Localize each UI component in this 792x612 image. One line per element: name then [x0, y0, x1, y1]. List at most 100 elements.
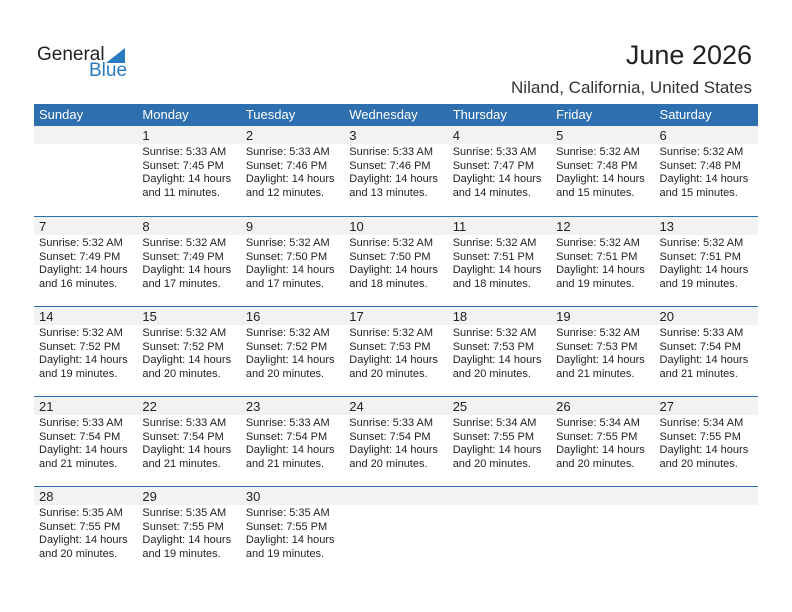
day-cell: 3 Sunrise: 5:33 AM Sunset: 7:46 PM Daylight… [344, 126, 448, 216]
minutes-text: and 19 minutes. [245, 547, 325, 560]
day-info: Sunrise: 5:32 AM Sunset: 7:53 PM Daylight:… [448, 325, 551, 381]
sunset-text: Sunset: 7:50 PM [245, 250, 328, 263]
sunset-text: Sunset: 7:55 PM [452, 430, 535, 443]
day-info: Sunrise: 5:33 AM Sunset: 7:45 PM Daylight:… [137, 144, 240, 200]
day-number: 2 [240, 126, 345, 144]
daylight-text: Daylight: 14 hours [245, 354, 335, 366]
day-cell: 7 Sunrise: 5:32 AM Sunset: 7:49 PM Daylight… [34, 217, 138, 306]
day-info: Sunrise: 5:32 AM Sunset: 7:51 PM Daylight:… [655, 235, 758, 291]
day-info: Sunrise: 5:32 AM Sunset: 7:52 PM Daylight:… [241, 325, 344, 381]
minutes-text: and 11 minutes. [142, 186, 220, 199]
sunset-text: Sunset: 7:52 PM [142, 340, 224, 353]
day-cell: 16 Sunrise: 5:32 AM Sunset: 7:52 PM Dayligh… [240, 307, 345, 396]
day-number: 9 [240, 217, 345, 235]
daylight-text: Daylight: 14 hours [452, 354, 542, 366]
sunset-text: Sunset: 7:55 PM [142, 520, 224, 533]
minutes-text: and 20 minutes. [349, 457, 428, 470]
daylight-text: Daylight: 14 hours [39, 444, 128, 456]
sunset-text: Sunset: 7:54 PM [659, 340, 741, 353]
day-info: Sunrise: 5:33 AM Sunset: 7:54 PM Daylight:… [655, 325, 758, 381]
daylight-text: Daylight: 14 hours [349, 444, 438, 456]
sunset-text: Sunset: 7:55 PM [245, 520, 328, 533]
sunset-text: Sunset: 7:54 PM [245, 430, 328, 443]
day-cell: 6 Sunrise: 5:32 AM Sunset: 7:48 PM Daylight… [654, 126, 758, 216]
sunrise-text: Sunrise: 5:33 AM [452, 146, 537, 158]
day-cell: 15 Sunrise: 5:32 AM Sunset: 7:52 PM Dayligh… [137, 307, 241, 396]
day-info: Sunrise: 5:33 AM Sunset: 7:54 PM Daylight:… [344, 415, 447, 471]
day-number: 8 [137, 217, 241, 235]
daylight-text: Daylight: 14 hours [659, 173, 749, 185]
minutes-text: and 21 minutes. [39, 457, 118, 470]
day-info: Sunrise: 5:32 AM Sunset: 7:50 PM Daylight:… [344, 235, 447, 291]
minutes-text: and 20 minutes. [245, 367, 325, 380]
day-number: 7 [34, 217, 138, 235]
day-cell: 27 Sunrise: 5:34 AM Sunset: 7:55 PM Dayligh… [654, 397, 758, 486]
daylight-text: Daylight: 14 hours [39, 354, 128, 366]
daylight-text: Daylight: 14 hours [245, 264, 335, 276]
sunrise-text: Sunrise: 5:32 AM [659, 237, 744, 249]
minutes-text: and 14 minutes. [452, 186, 531, 199]
day-info: Sunrise: 5:35 AM Sunset: 7:55 PM Daylight:… [137, 505, 240, 561]
sunset-text: Sunset: 7:47 PM [452, 159, 535, 172]
logo-blue-text: Blue [89, 60, 128, 81]
daylight-text: Daylight: 14 hours [142, 264, 232, 276]
day-info: Sunrise: 5:32 AM Sunset: 7:52 PM Daylight:… [34, 325, 137, 381]
day-number: 3 [344, 126, 448, 144]
sunrise-text: Sunrise: 5:32 AM [142, 237, 227, 249]
day-number: 27 [654, 397, 758, 415]
logo-triangle-icon [106, 48, 125, 63]
day-number: 22 [137, 397, 241, 415]
daylight-text: Daylight: 14 hours [452, 444, 542, 456]
day-cell: 19 Sunrise: 5:32 AM Sunset: 7:53 PM Dayligh… [551, 307, 655, 396]
minutes-text: and 21 minutes. [245, 457, 325, 470]
minutes-text: and 21 minutes. [142, 457, 221, 470]
day-number [344, 487, 448, 505]
day-info: Sunrise: 5:33 AM Sunset: 7:54 PM Daylight:… [137, 415, 240, 471]
sunrise-text: Sunrise: 5:32 AM [349, 237, 434, 249]
day-number: 25 [447, 397, 552, 415]
day-info: Sunrise: 5:32 AM Sunset: 7:48 PM Daylight:… [551, 144, 654, 200]
day-number: 26 [551, 397, 655, 415]
day-info: Sunrise: 5:32 AM Sunset: 7:51 PM Daylight:… [551, 235, 654, 291]
minutes-text: and 13 minutes. [349, 186, 428, 199]
sunrise-text: Sunrise: 5:32 AM [659, 146, 744, 158]
day-number [551, 487, 655, 505]
day-info: Sunrise: 5:33 AM Sunset: 7:46 PM Daylight:… [241, 144, 344, 200]
general-blue-logo: General Blue [37, 44, 137, 84]
minutes-text: and 15 minutes. [556, 186, 635, 199]
daylight-text: Daylight: 14 hours [659, 444, 749, 456]
sunrise-text: Sunrise: 5:32 AM [556, 237, 640, 249]
calendar-grid: Sunday Monday Tuesday Wednesday Thursday Frid… [34, 104, 758, 576]
day-info: Sunrise: 5:33 AM Sunset: 7:46 PM Daylight:… [344, 144, 447, 200]
day-cell: 21 Sunrise: 5:33 AM Sunset: 7:54 PM Dayligh… [34, 397, 138, 486]
day-cell: 10 Sunrise: 5:32 AM Sunset: 7:50 PM Dayligh… [344, 217, 448, 306]
day-cell: 11 Sunrise: 5:32 AM Sunset: 7:51 PM Dayligh… [447, 217, 552, 306]
sunrise-text: Sunrise: 5:32 AM [245, 237, 330, 249]
daylight-text: Daylight: 14 hours [452, 264, 542, 276]
day-info: Sunrise: 5:35 AM Sunset: 7:55 PM Daylight:… [34, 505, 137, 561]
daylight-text: Daylight: 14 hours [245, 173, 335, 185]
sunset-text: Sunset: 7:50 PM [349, 250, 431, 263]
minutes-text: and 18 minutes. [452, 277, 531, 290]
sunset-text: Sunset: 7:49 PM [142, 250, 224, 263]
day-number [447, 487, 552, 505]
weekday-saturday: Saturday [659, 107, 712, 122]
daylight-text: Daylight: 14 hours [39, 534, 128, 546]
sunrise-text: Sunrise: 5:35 AM [245, 507, 330, 519]
day-cell: 23 Sunrise: 5:33 AM Sunset: 7:54 PM Dayligh… [240, 397, 345, 486]
calendar-week: 1 Sunrise: 5:33 AM Sunset: 7:45 PM Daylight… [34, 126, 758, 216]
day-info: Sunrise: 5:33 AM Sunset: 7:47 PM Daylight:… [448, 144, 551, 200]
sunset-text: Sunset: 7:55 PM [39, 520, 121, 533]
weekday-sunday: Sunday [39, 107, 84, 122]
day-cell: 25 Sunrise: 5:34 AM Sunset: 7:55 PM Dayligh… [447, 397, 552, 486]
minutes-text: and 18 minutes. [349, 277, 428, 290]
sunset-text: Sunset: 7:55 PM [659, 430, 741, 443]
day-number: 24 [344, 397, 448, 415]
sunrise-text: Sunrise: 5:34 AM [556, 417, 640, 429]
day-cell: 29 Sunrise: 5:35 AM Sunset: 7:55 PM Dayligh… [137, 487, 241, 576]
sunrise-text: Sunrise: 5:32 AM [452, 327, 537, 339]
minutes-text: and 19 minutes. [659, 277, 738, 290]
sunrise-text: Sunrise: 5:33 AM [142, 417, 227, 429]
day-number: 16 [240, 307, 345, 325]
sunrise-text: Sunrise: 5:33 AM [659, 327, 744, 339]
